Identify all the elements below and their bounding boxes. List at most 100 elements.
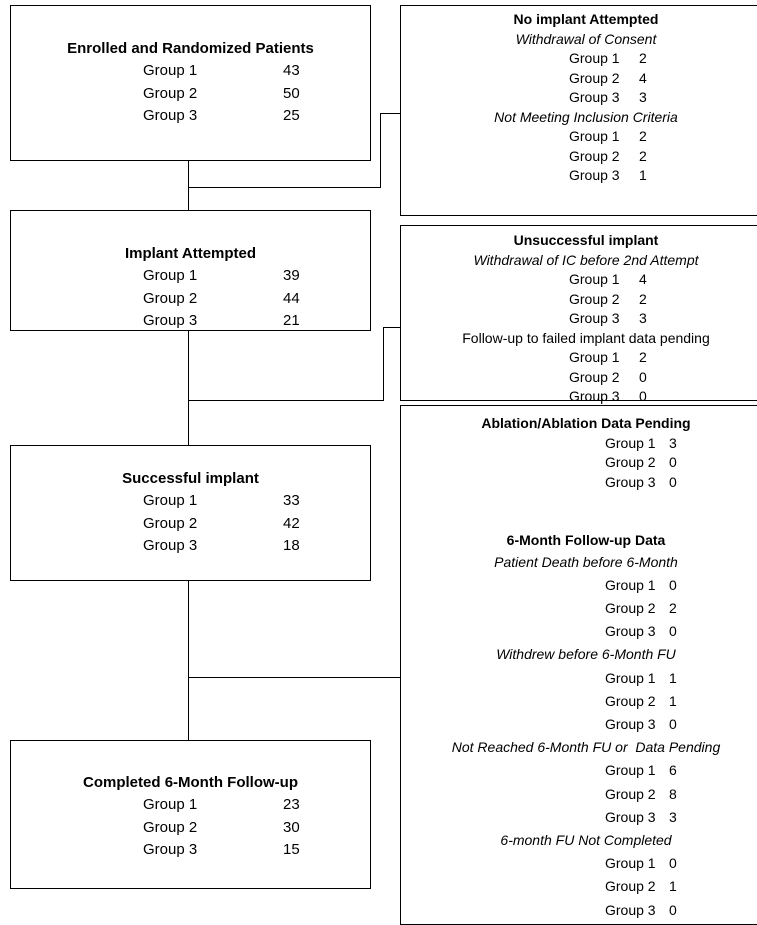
group-label: Group 2: [569, 147, 620, 164]
completed-box: Completed 6-Month Follow-up Group 1 23 Gro…: [10, 740, 371, 889]
group-label: Group 3: [605, 808, 656, 825]
group-row: Group 2 1: [401, 690, 757, 713]
group-label: Group 1: [605, 576, 656, 593]
group-label: Group 1: [143, 796, 198, 813]
group-row: Group 2 0: [401, 453, 757, 473]
group-row: Group 2 2: [401, 290, 757, 310]
group-row: Group 1 2: [401, 49, 757, 69]
unsuccessful-box: Unsuccessful implant Withdrawal of IC be…: [400, 225, 757, 404]
group-count: 0: [669, 855, 677, 872]
box-title: Implant Attempted: [124, 245, 257, 262]
rows: Group 1 2 Group 2 4 Group 3 3: [401, 49, 757, 108]
group-row: Group 3 1: [401, 166, 757, 186]
group-row: Group 1 33: [11, 490, 370, 513]
group-count: 3: [669, 808, 677, 825]
group-count: 2: [639, 128, 647, 144]
group-count: 2: [639, 50, 647, 66]
group-row: Group 1 3: [401, 434, 757, 454]
group-count: 2: [639, 290, 647, 307]
group-row: Group 1 0: [401, 574, 757, 597]
group-label: Group 2: [569, 69, 620, 86]
group-count: 3: [669, 434, 677, 451]
section-heading: Not Meeting Inclusion Criteria: [494, 108, 678, 125]
group-count: 42: [283, 514, 300, 532]
group-count: 1: [669, 878, 677, 895]
rows: Group 1 0 Group 2 2 Group 3 0: [401, 574, 757, 644]
group-row: Group 1 1: [401, 667, 757, 690]
group-label: Group 2: [143, 289, 198, 307]
group-label: Group 3: [143, 537, 198, 554]
group-count: 15: [283, 841, 300, 858]
group-row: Group 1 6: [401, 759, 757, 782]
group-row: Group 2 30: [11, 817, 370, 840]
group-row: Group 3 21: [11, 310, 370, 333]
group-label: Group 1: [569, 349, 620, 365]
group-label: Group 3: [569, 388, 620, 404]
group-row: Group 1 23: [11, 794, 370, 817]
rows: Group 1 43 Group 2 50 Group 3 25: [11, 60, 370, 128]
group-count: 18: [283, 537, 300, 554]
group-row: Group 2 0: [401, 368, 757, 388]
group-count: 3: [639, 89, 647, 105]
box-title: No implant Attempted: [513, 11, 659, 27]
group-label: Group 2: [143, 514, 198, 532]
group-label: Group 1: [569, 128, 620, 144]
group-label: Group 3: [605, 715, 656, 732]
group-label: Group 3: [605, 473, 656, 490]
rows: Group 1 3 Group 2 0 Group 3 0: [401, 434, 757, 493]
group-count: 39: [283, 267, 300, 284]
box-title: Completed 6-Month Follow-up: [83, 774, 298, 791]
rows: Group 1 4 Group 2 2 Group 3 3: [401, 270, 757, 329]
group-count: 0: [669, 715, 677, 732]
group-count: 0: [639, 368, 647, 385]
group-count: 33: [283, 492, 300, 509]
group-count: 0: [669, 473, 677, 490]
box-title: Enrolled and Randomized Patients: [67, 40, 314, 57]
group-label: Group 2: [605, 878, 656, 895]
group-label: Group 1: [605, 762, 656, 779]
group-count: 4: [639, 271, 647, 287]
box-title: Successful implant: [122, 470, 259, 487]
group-row: Group 3 0: [401, 387, 757, 407]
group-count: 43: [283, 62, 300, 79]
group-label: Group 2: [569, 290, 620, 307]
successful-box: Successful implant Group 1 33 Group 2 42 Gro…: [10, 445, 371, 581]
section-heading: Patient Death before 6-Month: [494, 553, 678, 570]
section-heading: 6-month FU Not Completed: [500, 831, 672, 848]
section-heading: Withdrawal of Consent: [515, 30, 657, 47]
group-label: Group 2: [605, 692, 656, 709]
group-label: Group 1: [143, 62, 198, 79]
group-row: Group 1 2: [401, 127, 757, 147]
group-label: Group 1: [569, 50, 620, 66]
rows: Group 1 39 Group 2 44 Group 3 21: [11, 265, 370, 333]
group-row: Group 1 43: [11, 60, 370, 83]
group-count: 25: [283, 107, 300, 124]
group-count: 0: [669, 901, 677, 918]
group-count: 2: [639, 147, 647, 164]
group-label: Group 3: [569, 89, 620, 105]
group-count: 44: [283, 289, 300, 307]
group-count: 0: [669, 623, 677, 640]
enrolled-box: Enrolled and Randomized Patients Group 1…: [10, 5, 371, 161]
group-label: Group 3: [143, 107, 198, 124]
group-label: Group 2: [605, 599, 656, 616]
group-row: Group 2 4: [401, 69, 757, 89]
group-row: Group 3 0: [401, 620, 757, 643]
group-label: Group 2: [143, 84, 198, 102]
group-label: Group 3: [569, 167, 620, 183]
group-count: 23: [283, 796, 300, 813]
group-count: 21: [283, 312, 300, 329]
box-title: Ablation/Ablation Data Pending: [481, 415, 691, 431]
group-label: Group 1: [143, 492, 198, 509]
group-row: Group 3 3: [401, 309, 757, 329]
group-count: 8: [669, 785, 677, 802]
group-count: 0: [669, 454, 677, 470]
connector-lines: [188, 113, 400, 740]
group-count: 4: [639, 69, 647, 86]
group-row: Group 1 0: [401, 852, 757, 875]
group-label: Group 1: [605, 669, 656, 686]
group-label: Group 3: [569, 310, 620, 326]
